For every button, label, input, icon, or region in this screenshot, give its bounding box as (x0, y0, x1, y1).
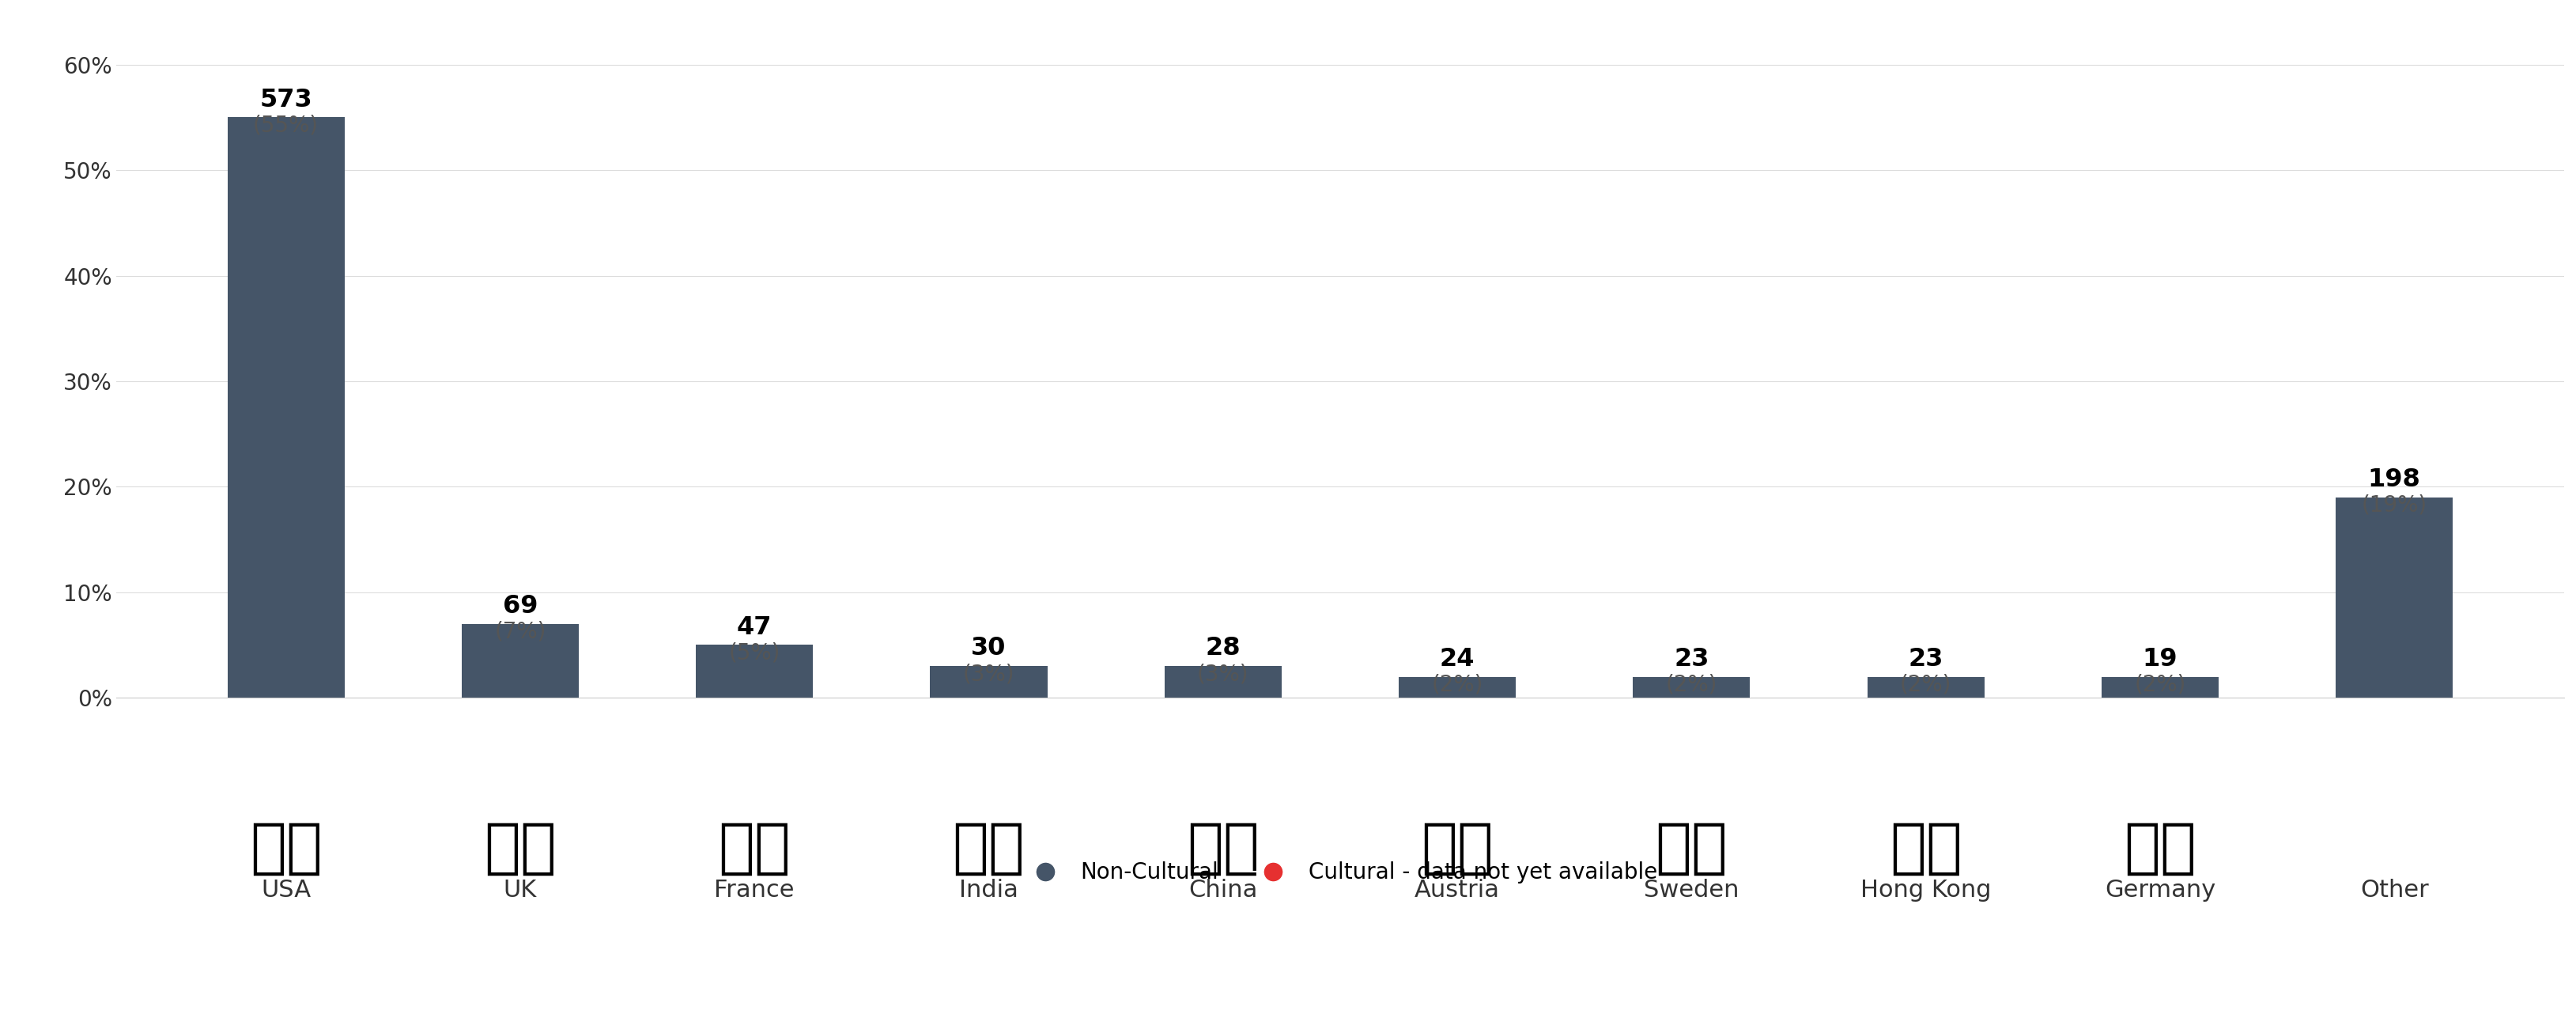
Text: 🇩🇪: 🇩🇪 (2123, 819, 2197, 878)
Text: 573: 573 (260, 87, 312, 113)
Text: 198: 198 (2367, 467, 2421, 492)
Text: 28: 28 (1206, 637, 1242, 661)
Bar (2102, 676, 2218, 698)
Text: 🇭🇰: 🇭🇰 (1888, 819, 1963, 878)
Text: (2%): (2%) (1901, 673, 1953, 696)
Text: (3%): (3%) (963, 663, 1015, 685)
Text: (19%): (19%) (2362, 494, 2427, 516)
Text: 🇨🇳: 🇨🇳 (1188, 819, 1260, 878)
Text: (2%): (2%) (1667, 673, 1718, 696)
Text: 🇬🇧: 🇬🇧 (484, 819, 556, 878)
Text: (2%): (2%) (1432, 673, 1484, 696)
Bar (227, 118, 345, 698)
Text: 🇺🇸: 🇺🇸 (250, 819, 322, 878)
Text: 🇮🇳: 🇮🇳 (953, 819, 1025, 878)
Text: 69: 69 (502, 594, 538, 619)
Text: 🇫🇷: 🇫🇷 (719, 819, 791, 878)
Text: 23: 23 (1909, 647, 1942, 671)
Bar (696, 645, 814, 698)
Bar (1164, 666, 1280, 698)
Text: 30: 30 (971, 637, 1007, 661)
Bar (2336, 497, 2452, 698)
Bar (1868, 676, 1984, 698)
Text: (2%): (2%) (2133, 673, 2187, 696)
Text: (5%): (5%) (729, 642, 781, 664)
Bar (930, 666, 1048, 698)
Bar (461, 624, 580, 698)
Text: (55%): (55%) (252, 115, 319, 136)
Text: 🇦🇹: 🇦🇹 (1422, 819, 1494, 878)
Text: 24: 24 (1440, 647, 1476, 671)
Text: 23: 23 (1674, 647, 1708, 671)
Bar (1399, 676, 1515, 698)
Text: 19: 19 (2143, 647, 2177, 671)
Text: 47: 47 (737, 615, 773, 640)
Bar (1633, 676, 1749, 698)
Text: (7%): (7%) (495, 621, 546, 643)
Legend: Non-Cultural, Cultural - data not yet available: Non-Cultural, Cultural - data not yet av… (1015, 853, 1667, 892)
Text: (3%): (3%) (1198, 663, 1249, 685)
Text: 🇸🇪: 🇸🇪 (1656, 819, 1728, 878)
